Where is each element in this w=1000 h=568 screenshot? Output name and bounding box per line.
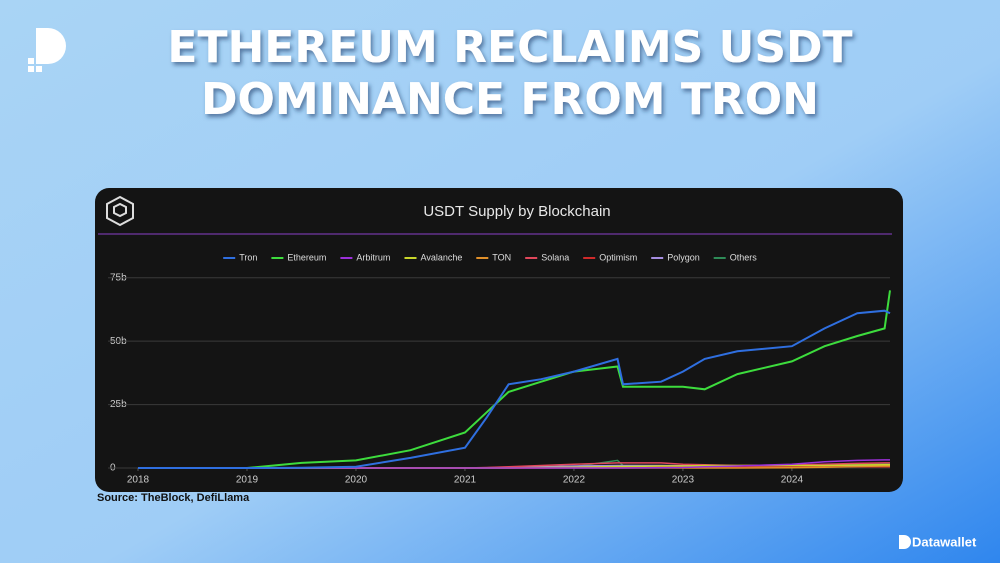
legend-label: Optimism [599,252,637,262]
legend-item: Tron [223,252,257,262]
x-tick-label: 2019 [236,475,259,486]
legend-item: Arbitrum [340,252,390,262]
x-tick-label: 2020 [345,475,368,486]
legend-item: Avalanche [404,252,463,262]
legend-label: Avalanche [421,252,463,262]
legend-label: TON [492,252,511,262]
legend-item: Ethereum [271,252,326,262]
x-tick-label: 2024 [781,475,804,486]
legend-label: Solana [541,252,569,262]
x-tick-label: 2021 [454,475,477,486]
card-icon [106,195,134,227]
legend-label: Tron [239,252,257,262]
source: Source: TheBlock, DefiLlama [97,492,250,504]
brand: Datawallet [912,534,977,549]
legend-item: Solana [525,252,569,262]
series-line [138,459,890,469]
series-line [138,309,891,469]
legend: Tron Ethereum Arbitrum Avalanche TON Solana Op… [223,252,757,262]
logo [28,28,66,72]
legend-item: Others [713,252,758,262]
legend-item: Optimism [583,252,637,262]
legend-label: Ethereum [287,252,326,262]
x-tick-label: 2023 [672,475,695,486]
legend-label: Polygon [667,252,700,262]
brand-logo [899,535,911,549]
series-line [138,290,891,469]
chart-title: USDT Supply by Blockchain [423,203,610,220]
legend-label: Others [730,252,758,262]
headline: ETHEREUM RECLAIMS USDT [167,22,852,73]
chart-card [95,188,903,492]
headline: DOMINANCE FROM TRON [201,74,819,125]
legend-label: Arbitrum [356,252,390,262]
x-tick-label: 2018 [127,475,150,486]
legend-item: TON [476,252,511,262]
x-tick-label: 2022 [563,475,586,486]
legend-item: Polygon [651,252,700,262]
